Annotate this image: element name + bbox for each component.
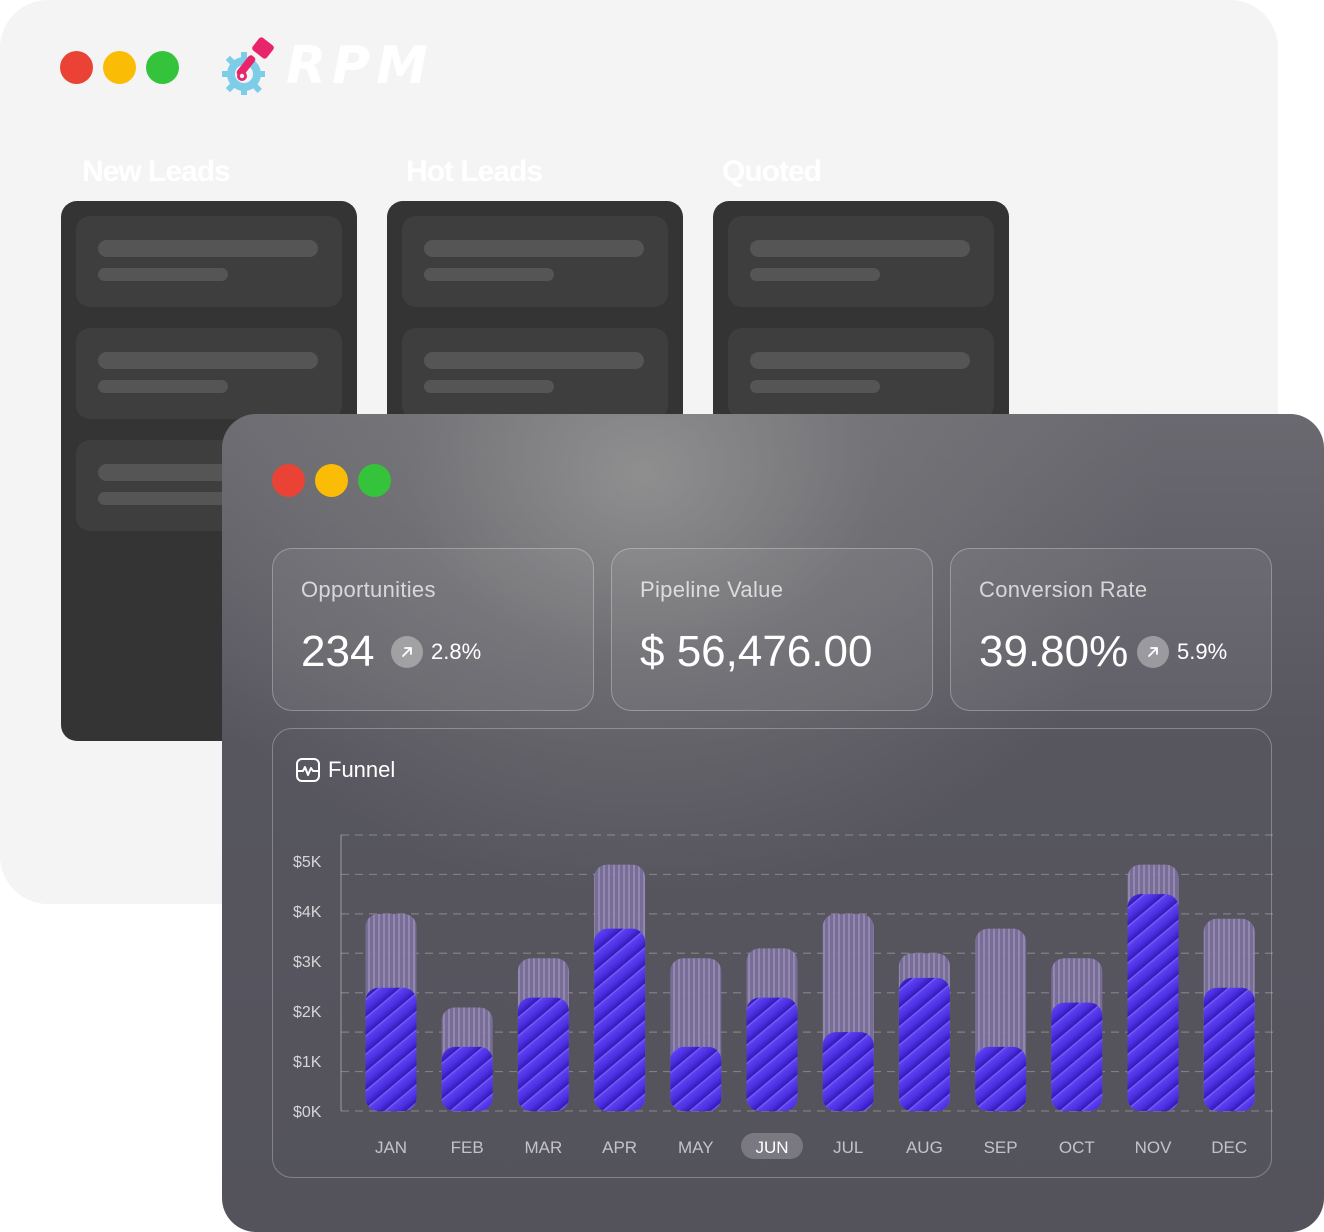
window-controls	[272, 464, 391, 497]
kpi-trend-value: 5.9%	[1177, 639, 1228, 664]
bar-value-sep[interactable]	[975, 1046, 1027, 1111]
y-tick-label: $2K	[293, 1004, 322, 1021]
x-tick-label-jan[interactable]: JAN	[375, 1138, 407, 1157]
bar-value-oct[interactable]	[1051, 1002, 1103, 1111]
bar-value-aug[interactable]	[898, 977, 950, 1111]
funnel-header: Funnel	[295, 757, 395, 783]
y-tick-label: $1K	[293, 1054, 322, 1071]
kpi-value: 39.80%	[979, 627, 1129, 676]
kpi-trend: 5.9%	[1137, 636, 1227, 668]
x-tick-label-apr[interactable]: APR	[602, 1138, 637, 1157]
dashboard-window: Opportunities 234 2.8% Pipeline Value $ …	[222, 414, 1324, 1232]
close-window-button[interactable]	[60, 51, 93, 84]
lead-card-placeholder[interactable]	[402, 216, 668, 307]
bar-value-jan[interactable]	[365, 987, 417, 1111]
bar-value-jun[interactable]	[746, 997, 798, 1111]
bar-value-dec[interactable]	[1203, 987, 1255, 1111]
selected-month-pill[interactable]	[741, 1133, 803, 1159]
x-tick-label-may[interactable]: MAY	[678, 1138, 714, 1157]
y-tick-label: $0K	[293, 1104, 322, 1121]
column-title-hot-leads: Hot Leads	[406, 155, 543, 188]
x-tick-label-sep[interactable]: SEP	[984, 1138, 1018, 1157]
lead-card-placeholder[interactable]	[76, 216, 342, 307]
x-tick-label-oct[interactable]: OCT	[1059, 1138, 1095, 1157]
kpi-label: Pipeline Value	[640, 577, 784, 602]
x-tick-label-jul[interactable]: JUL	[833, 1138, 863, 1157]
x-tick-label-jun[interactable]: JUN	[755, 1138, 788, 1157]
y-tick-label: $5K	[293, 854, 322, 871]
y-tick-label: $4K	[293, 904, 322, 921]
x-tick-label-mar[interactable]: MAR	[525, 1138, 563, 1157]
bar-value-jul[interactable]	[822, 1032, 874, 1111]
window-controls	[60, 51, 179, 84]
y-tick-label: $3K	[293, 954, 322, 971]
kpi-value: $ 56,476.00	[640, 627, 873, 676]
funnel-chart-card: $0K $1K $2K $3K $4K $5K JAN FEB MAR APR MAY JUN JUL A…	[272, 728, 1273, 1178]
x-tick-label-feb[interactable]: FEB	[451, 1138, 484, 1157]
lead-card-placeholder[interactable]	[728, 216, 994, 307]
minimize-window-button[interactable]	[315, 464, 348, 497]
bar-value-apr[interactable]	[594, 928, 646, 1111]
close-window-button[interactable]	[272, 464, 305, 497]
kpi-trend: 2.8%	[391, 636, 481, 668]
column-title-new-leads: New Leads	[82, 155, 231, 188]
kpi-card-pipeline-value[interactable]: Pipeline Value $ 56,476.00	[611, 548, 933, 711]
x-tick-label-nov[interactable]: NOV	[1135, 1138, 1173, 1157]
maximize-window-button[interactable]	[146, 51, 179, 84]
bar-value-nov[interactable]	[1127, 894, 1179, 1111]
kpi-value: 234	[301, 627, 375, 676]
funnel-title: Funnel	[328, 757, 396, 782]
lead-card-placeholder[interactable]	[728, 328, 994, 419]
minimize-window-button[interactable]	[103, 51, 136, 84]
bar-value-feb[interactable]	[441, 1046, 493, 1111]
bar-value-may[interactable]	[670, 1046, 722, 1111]
activity-chart-icon	[296, 758, 320, 782]
brand-name: RPM	[286, 36, 434, 96]
funnel-bar-chart: $0K $1K $2K $3K $4K $5K JAN FEB MAR APR MAY JUN JUL A…	[293, 834, 1273, 1159]
column-title-quoted: Quoted	[722, 155, 822, 188]
bar-value-mar[interactable]	[517, 997, 569, 1111]
lead-card-placeholder[interactable]	[402, 328, 668, 419]
lead-card-placeholder[interactable]	[76, 328, 342, 419]
maximize-window-button[interactable]	[358, 464, 391, 497]
kpi-trend-value: 2.8%	[431, 639, 482, 664]
x-tick-label-dec[interactable]: DEC	[1211, 1138, 1247, 1157]
arrow-up-right-icon	[391, 636, 423, 668]
app-logo: RPM	[216, 36, 434, 96]
gear-piston-icon	[222, 37, 274, 95]
kpi-card-conversion-rate[interactable]: Conversion Rate 39.80% 5.9%	[950, 548, 1272, 711]
x-tick-label-aug[interactable]: AUG	[906, 1138, 943, 1157]
kpi-label: Opportunities	[301, 577, 436, 602]
kpi-card-opportunities[interactable]: Opportunities 234 2.8%	[272, 548, 594, 711]
arrow-up-right-icon	[1137, 636, 1169, 668]
kpi-label: Conversion Rate	[979, 577, 1148, 602]
